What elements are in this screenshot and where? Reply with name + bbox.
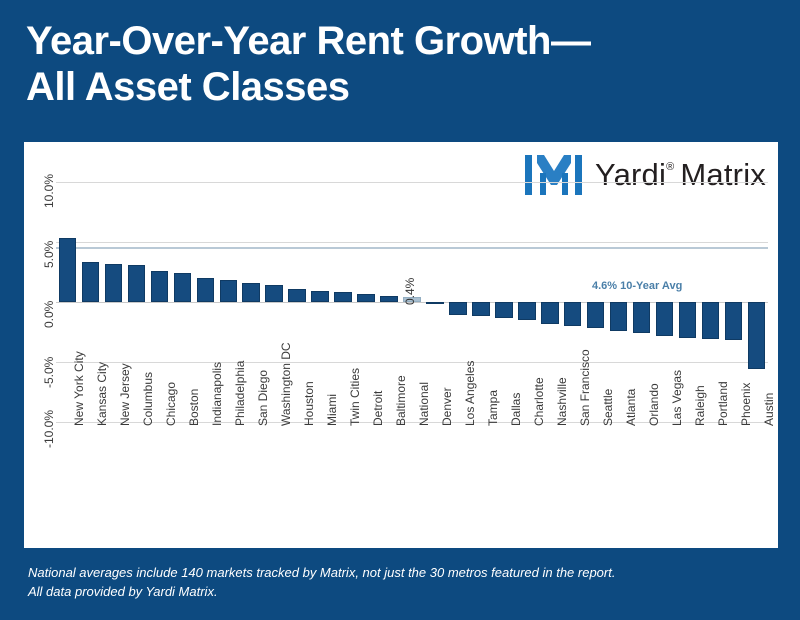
bar — [219, 280, 237, 302]
bar — [541, 302, 559, 324]
x-axis-label: New York City — [72, 351, 87, 426]
bar — [655, 302, 674, 336]
x-axis-label: Orlando — [646, 383, 661, 426]
x-axis-label: Boston — [187, 388, 202, 426]
gridline — [56, 422, 768, 423]
x-axis-label: National — [417, 381, 431, 426]
bar — [265, 285, 283, 302]
bar — [747, 302, 766, 370]
x-axis-label: Indianapolis — [210, 361, 225, 426]
logo-registered-mark: ® — [666, 160, 675, 173]
x-axis-label: Twin Cities — [348, 367, 363, 426]
bar — [701, 302, 720, 340]
bar — [632, 302, 651, 334]
x-axis-label: Baltimore — [394, 375, 409, 426]
logo-brand: Yardi — [595, 157, 667, 192]
x-axis-label: Miami — [325, 394, 340, 426]
x-axis-label: San Francisco — [577, 349, 592, 426]
y-axis-tick-label: 0.0% — [42, 300, 56, 328]
bar — [104, 263, 123, 302]
zero-axis-line — [56, 302, 768, 303]
x-axis-label: Atlanta — [623, 388, 638, 426]
x-axis-label: Chicago — [164, 381, 179, 426]
bar — [150, 270, 169, 302]
bar-value-label: 0.4% — [403, 277, 417, 306]
x-axis-label: Houston — [302, 381, 317, 426]
bar — [334, 292, 352, 302]
gridline — [56, 242, 768, 243]
x-axis-label: Charlotte — [531, 377, 546, 426]
x-axis-label: Denver — [439, 387, 454, 426]
gridline — [56, 362, 768, 363]
bar — [518, 302, 536, 320]
footnote: National averages include 140 markets tr… — [28, 563, 748, 601]
x-axis-label: Tampa — [485, 389, 500, 426]
y-axis-tick-label: -10.0% — [42, 409, 56, 448]
bar — [173, 273, 192, 302]
bar — [242, 282, 260, 302]
x-axis-label: Nashville — [554, 377, 569, 426]
bar — [81, 262, 100, 302]
y-axis-tick-label: 10.0% — [42, 173, 56, 208]
x-axis-label: Dallas — [508, 392, 523, 426]
x-axis-label: San Diego — [256, 369, 271, 426]
x-axis-label: Kansas City — [95, 361, 110, 426]
logo-product: Matrix — [680, 157, 766, 192]
chart-panel: Yardi® Matrix 10.0% 5.0% 0.0% -5.0% -10.0% 4.… — [24, 142, 778, 548]
average-reference-line — [56, 246, 768, 249]
bar — [472, 302, 490, 317]
logo-wordmark: Yardi® Matrix — [595, 157, 766, 193]
page-title: Year-Over-Year Rent Growth— All Asset Cl… — [26, 18, 766, 110]
x-axis-label: Los Angeles — [462, 360, 477, 426]
x-axis-label: New Jersey — [118, 363, 133, 426]
bar — [426, 302, 444, 304]
bar — [311, 291, 329, 302]
x-axis-label: Portland — [715, 381, 730, 426]
bar — [564, 302, 582, 326]
bar — [495, 302, 513, 318]
footnote-line-2: All data provided by Yardi Matrix. — [28, 584, 218, 599]
bar — [609, 302, 628, 331]
yardi-matrix-logo: Yardi® Matrix — [523, 152, 766, 198]
x-axis-label: Phoenix — [738, 382, 753, 426]
x-axis-label: Seattle — [600, 388, 615, 426]
y-axis-tick-label: -5.0% — [42, 356, 56, 388]
plot-area: 4.6% 10-Year Avg 0.4% — [56, 182, 768, 423]
bar — [357, 293, 375, 302]
gridline — [56, 182, 768, 183]
bar — [196, 278, 215, 302]
x-axis-label: Austin — [761, 392, 776, 426]
yardi-logo-mark-icon — [525, 155, 583, 195]
bar — [678, 302, 697, 338]
x-axis-label: Detroit — [371, 390, 386, 426]
bar — [403, 297, 421, 302]
bar-series: 0.4% — [56, 182, 768, 422]
x-axis-label: Las Vegas — [669, 369, 684, 426]
x-axis-label: Washington DC — [279, 342, 294, 426]
title-line-2: All Asset Classes — [26, 65, 350, 109]
x-axis-label: Philadelphia — [233, 360, 248, 426]
bar — [288, 288, 306, 302]
bar — [127, 264, 146, 302]
bar — [449, 302, 467, 316]
x-axis-label: Raleigh — [692, 385, 707, 426]
bar — [380, 296, 398, 302]
footnote-line-1: National averages include 140 markets tr… — [28, 565, 616, 580]
title-line-1: Year-Over-Year Rent Growth— — [26, 19, 591, 63]
bar — [58, 238, 77, 302]
average-reference-label: 4.6% 10-Year Avg — [592, 280, 683, 292]
x-axis-label: Columbus — [141, 371, 156, 426]
x-axis-labels: New York City Kansas City New Jersey Columb… — [56, 342, 775, 542]
bar — [724, 302, 743, 341]
bar — [587, 302, 605, 329]
y-axis-tick-label: 5.0% — [42, 240, 56, 268]
